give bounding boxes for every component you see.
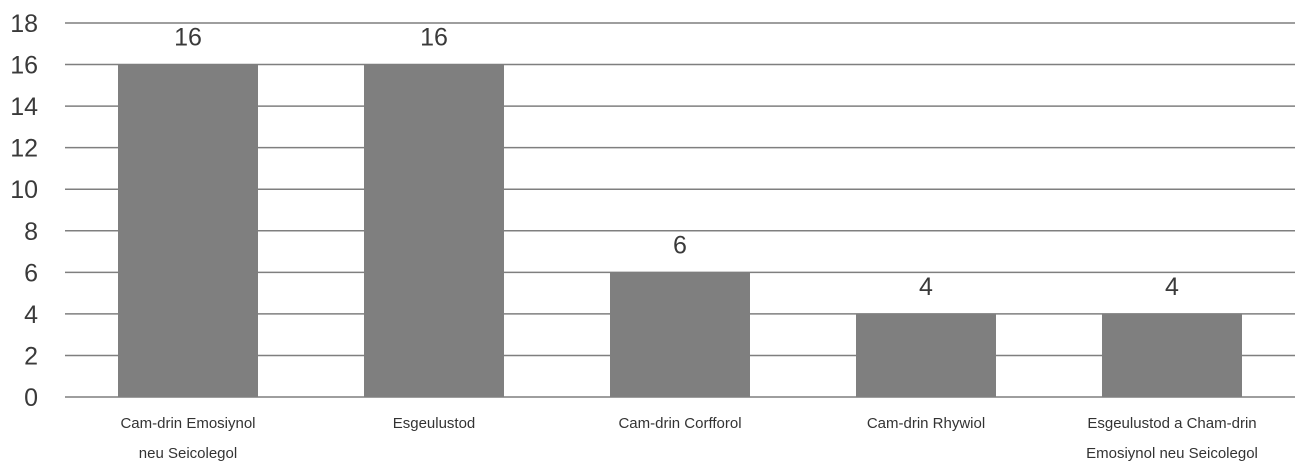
data-label: 16 — [420, 24, 448, 52]
y-tick-label: 0 — [24, 384, 38, 412]
y-tick-label: 2 — [24, 342, 38, 370]
category-label-line: Esgeulustod a Cham-drin — [1087, 415, 1256, 432]
category-label-line: Cam-drin Corfforol — [618, 415, 741, 432]
data-label: 16 — [174, 24, 202, 52]
data-labels: 16 16 6 4 4 — [174, 24, 1179, 301]
category-label: Cam-drin Emosiynol neu Seicolegol — [120, 415, 255, 462]
y-tick-label: 10 — [10, 176, 38, 204]
category-label: Esgeulustod — [393, 415, 476, 432]
y-tick-label: 6 — [24, 259, 38, 287]
gridlines — [65, 22, 1295, 398]
bar — [610, 272, 750, 397]
bars — [118, 64, 1242, 398]
y-tick-label: 4 — [24, 301, 38, 329]
x-axis-categories: Cam-drin Emosiynol neu Seicolegol Esgeulus… — [120, 415, 1257, 462]
data-label: 4 — [1165, 273, 1179, 301]
bar — [1102, 313, 1242, 397]
category-label-line: Cam-drin Emosiynol — [120, 415, 255, 432]
y-tick-label: 18 — [10, 10, 38, 38]
data-label: 6 — [673, 231, 687, 259]
y-axis-ticks: 0 2 4 6 8 10 12 14 16 18 — [10, 10, 38, 412]
data-label: 4 — [919, 273, 933, 301]
y-tick-label: 12 — [10, 135, 38, 163]
bar — [856, 313, 996, 397]
category-label-line: Emosiynol neu Seicolegol — [1086, 445, 1258, 462]
y-tick-label: 14 — [10, 93, 38, 121]
category-label: Cam-drin Rhywiol — [867, 415, 985, 432]
bar — [364, 64, 504, 398]
category-label-line: Esgeulustod — [393, 415, 476, 432]
category-label: Cam-drin Corfforol — [618, 415, 741, 432]
category-label: Esgeulustod a Cham-drin Emosiynol neu Sei… — [1086, 415, 1258, 462]
y-tick-label: 8 — [24, 218, 38, 246]
category-label-line: neu Seicolegol — [139, 445, 237, 462]
category-label-line: Cam-drin Rhywiol — [867, 415, 985, 432]
bar — [118, 64, 258, 398]
y-tick-label: 16 — [10, 52, 38, 80]
